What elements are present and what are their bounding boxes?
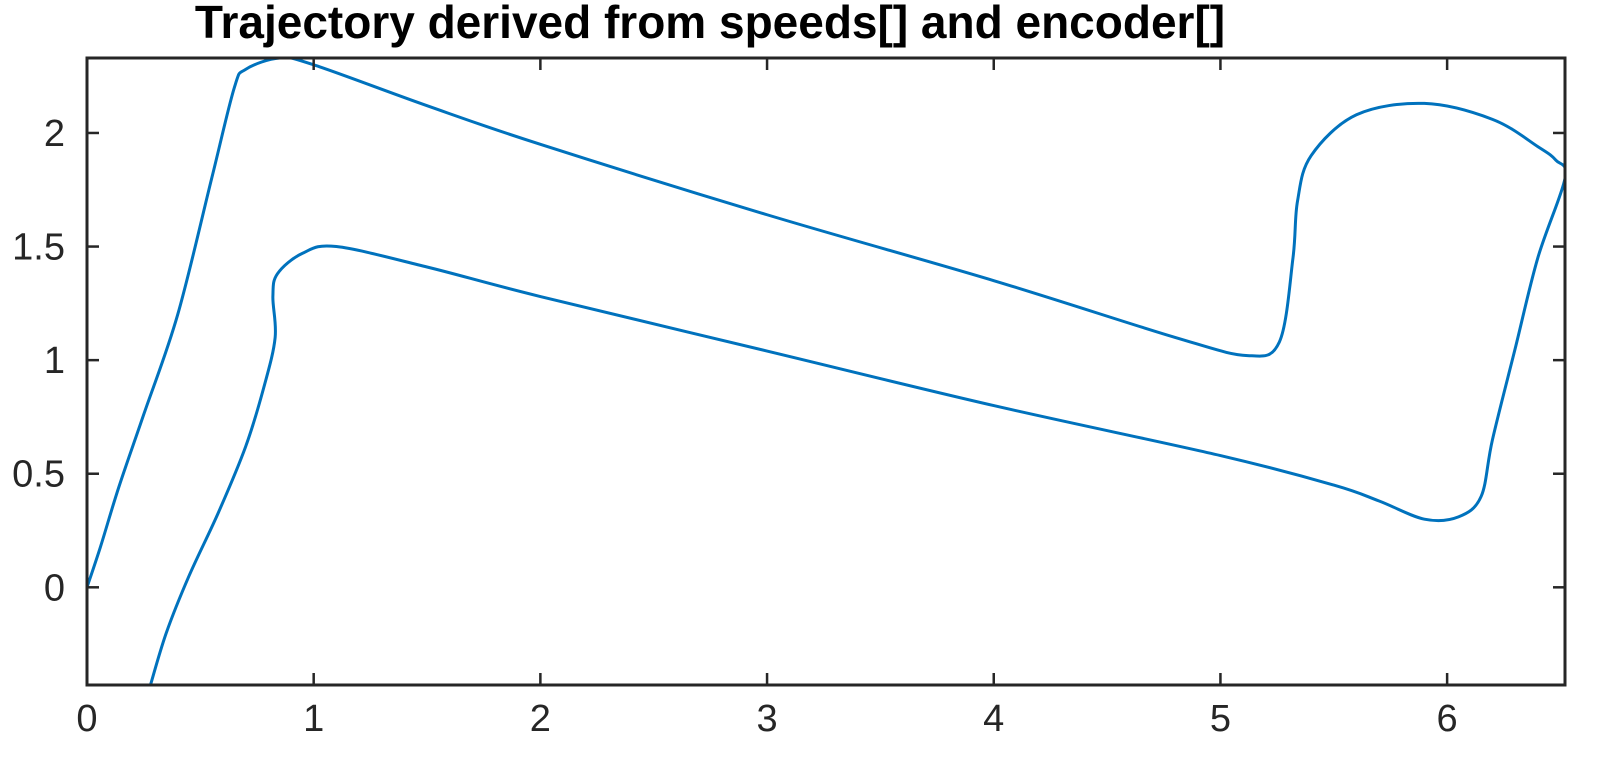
- series-layer: [87, 58, 1565, 685]
- plot-area-frame: [85, 56, 1567, 687]
- x-tick-label: 2: [530, 698, 551, 740]
- y-tick-label: 0: [44, 567, 65, 609]
- ticks-layer: 0 1 2 3 4 5 6 0 0.5 1 1.5 2: [12, 58, 1565, 740]
- x-tick-label: 6: [1437, 698, 1458, 740]
- x-tick-label: 0: [76, 698, 97, 740]
- chart-title: Trajectory derived from speeds[] and enc…: [195, 0, 1225, 48]
- x-tick-label: 5: [1210, 698, 1231, 740]
- y-tick-label: 1: [44, 340, 65, 382]
- y-tick-label: 0.5: [12, 454, 65, 496]
- y-tick-label: 1.5: [12, 227, 65, 269]
- x-tick-label: 1: [303, 698, 324, 740]
- series-line: [87, 58, 1565, 685]
- x-tick-label: 4: [983, 698, 1004, 740]
- x-tick-label: 3: [756, 698, 777, 740]
- y-tick-label: 2: [44, 113, 65, 155]
